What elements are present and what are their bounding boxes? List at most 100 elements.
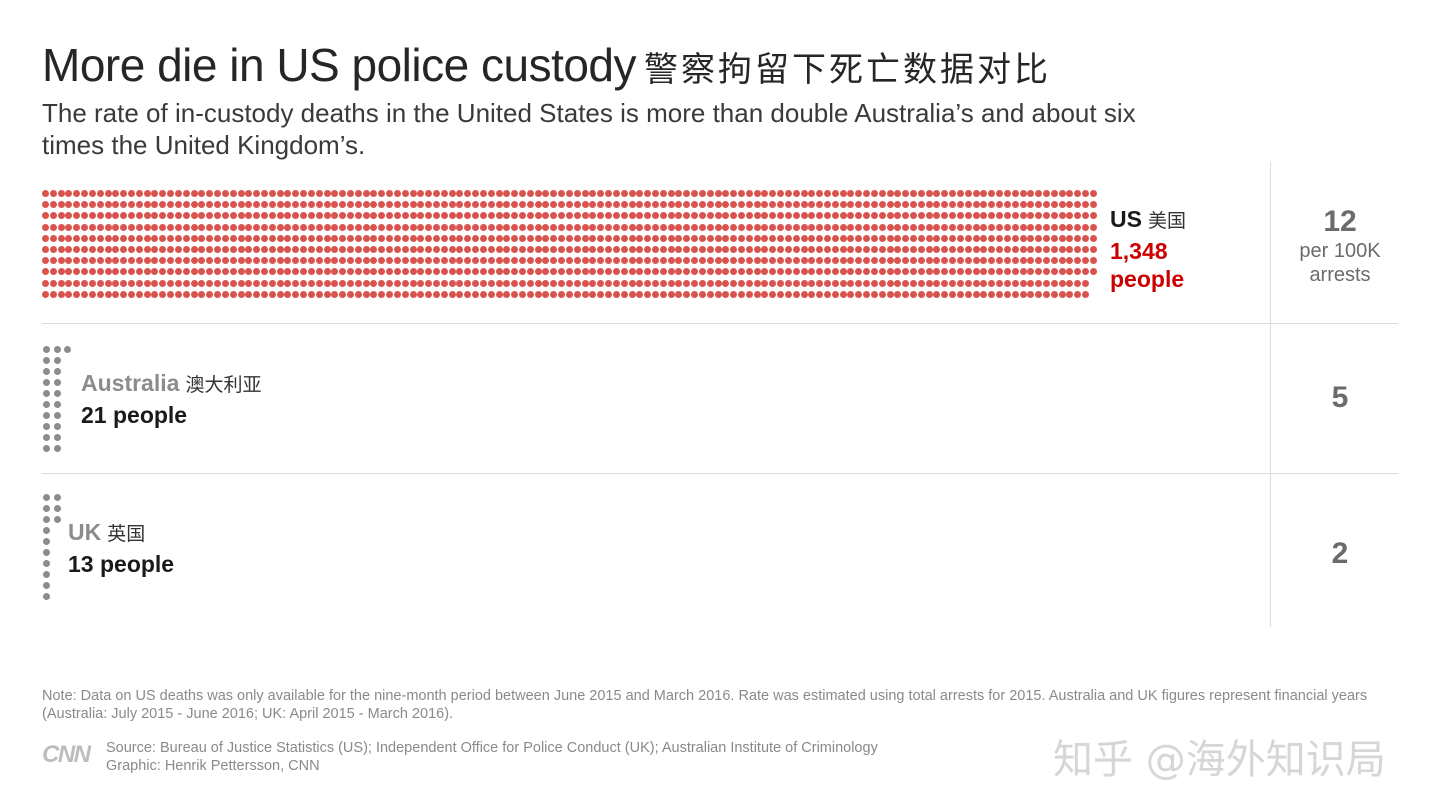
us-dot: [393, 268, 401, 276]
us-dot: [167, 201, 175, 209]
source-text: Source: Bureau of Justice Statistics (US…: [106, 740, 878, 756]
us-dot: [753, 234, 761, 242]
us-dot: [221, 223, 229, 231]
us-dot: [433, 290, 440, 298]
us-dot: [370, 234, 378, 242]
us-dot: [73, 190, 81, 197]
us-dot: [925, 234, 933, 242]
uk-dot: [53, 516, 61, 523]
australia-name: Australia: [81, 370, 180, 396]
us-dot: [479, 190, 487, 197]
us-dot: [659, 257, 667, 265]
us-dot: [941, 223, 949, 231]
us-dot: [941, 212, 949, 220]
us-dot: [159, 268, 167, 276]
us-dot: [417, 201, 425, 209]
us-dot: [307, 223, 315, 231]
us-dot: [558, 290, 566, 298]
us-dot: [878, 234, 886, 242]
us-dot: [620, 190, 628, 197]
us-dot: [519, 201, 527, 209]
us-dot: [237, 234, 245, 242]
us-dot: [933, 246, 941, 253]
us-dot: [456, 212, 464, 220]
us-dot: [229, 201, 237, 209]
us-dot: [956, 223, 964, 231]
us-dot: [268, 279, 276, 287]
us-dot: [855, 234, 863, 242]
us-dot: [792, 279, 800, 287]
us-dot: [526, 279, 534, 287]
us-dot: [260, 257, 268, 265]
us-dot: [855, 279, 863, 287]
us-dot: [88, 234, 96, 242]
us-dot: [159, 279, 167, 287]
us-dot: [550, 212, 558, 220]
us-dot: [925, 223, 933, 231]
us-dot: [65, 212, 73, 220]
us-dot: [675, 268, 683, 276]
us-dot: [57, 223, 65, 231]
us-dot: [581, 246, 589, 253]
us-dot: [777, 212, 785, 220]
us-dot: [972, 290, 980, 298]
us-dot: [96, 268, 104, 276]
us-dot: [112, 290, 120, 298]
us-dot: [49, 246, 57, 253]
us-dot: [659, 279, 667, 287]
us-dot: [1042, 223, 1050, 231]
us-dot: [651, 290, 659, 298]
us-dot: [229, 190, 237, 197]
us-dot: [698, 279, 706, 287]
us-dot: [120, 201, 128, 209]
us-dot: [753, 279, 761, 287]
us-dot: [612, 268, 620, 276]
us-dot: [956, 257, 964, 265]
source-block: Source: Bureau of Justice Statistics (US…: [106, 739, 878, 775]
australia-label: Australia 澳大利亚 21 people: [81, 369, 261, 429]
us-dot: [628, 246, 636, 253]
us-dot: [206, 246, 214, 253]
us-dot: [972, 279, 980, 287]
us-dot: [65, 290, 73, 298]
us-dot: [886, 279, 894, 287]
us-dot: [808, 279, 816, 287]
us-dot: [683, 190, 691, 197]
us-dot: [112, 246, 120, 253]
us-dot: [628, 290, 636, 298]
us-dot: [683, 246, 691, 253]
us-dot: [182, 190, 190, 197]
us-dot: [519, 234, 527, 242]
us-dot: [777, 246, 785, 253]
us-dot: [487, 212, 495, 220]
us-dot: [519, 279, 527, 287]
us-dot: [620, 212, 628, 220]
us-dot: [1035, 223, 1043, 231]
us-dot: [433, 201, 440, 209]
uk-dot: [43, 582, 50, 589]
us-dot: [65, 268, 73, 276]
us-dot: [331, 234, 339, 242]
us-dot: [573, 257, 581, 265]
us-dot: [1027, 201, 1035, 209]
us-dot: [816, 190, 824, 197]
us-rate-unit: per 100K arrests: [1299, 240, 1381, 286]
us-dot: [315, 234, 323, 242]
us-dot: [847, 257, 855, 265]
us-dot: [159, 190, 167, 197]
us-dot: [597, 246, 605, 253]
us-dot: [128, 246, 136, 253]
us-dot: [198, 246, 206, 253]
us-dot: [495, 279, 503, 287]
us-dot: [1042, 268, 1050, 276]
us-dot: [706, 246, 714, 253]
us-dot: [300, 212, 308, 220]
uk-dot: [43, 571, 50, 578]
us-dot: [573, 279, 581, 287]
us-dot: [386, 223, 394, 231]
us-dot: [229, 234, 237, 242]
us-dot: [221, 290, 229, 298]
uk-name: UK: [68, 519, 102, 545]
us-dot: [855, 257, 863, 265]
us-dot: [112, 223, 120, 231]
